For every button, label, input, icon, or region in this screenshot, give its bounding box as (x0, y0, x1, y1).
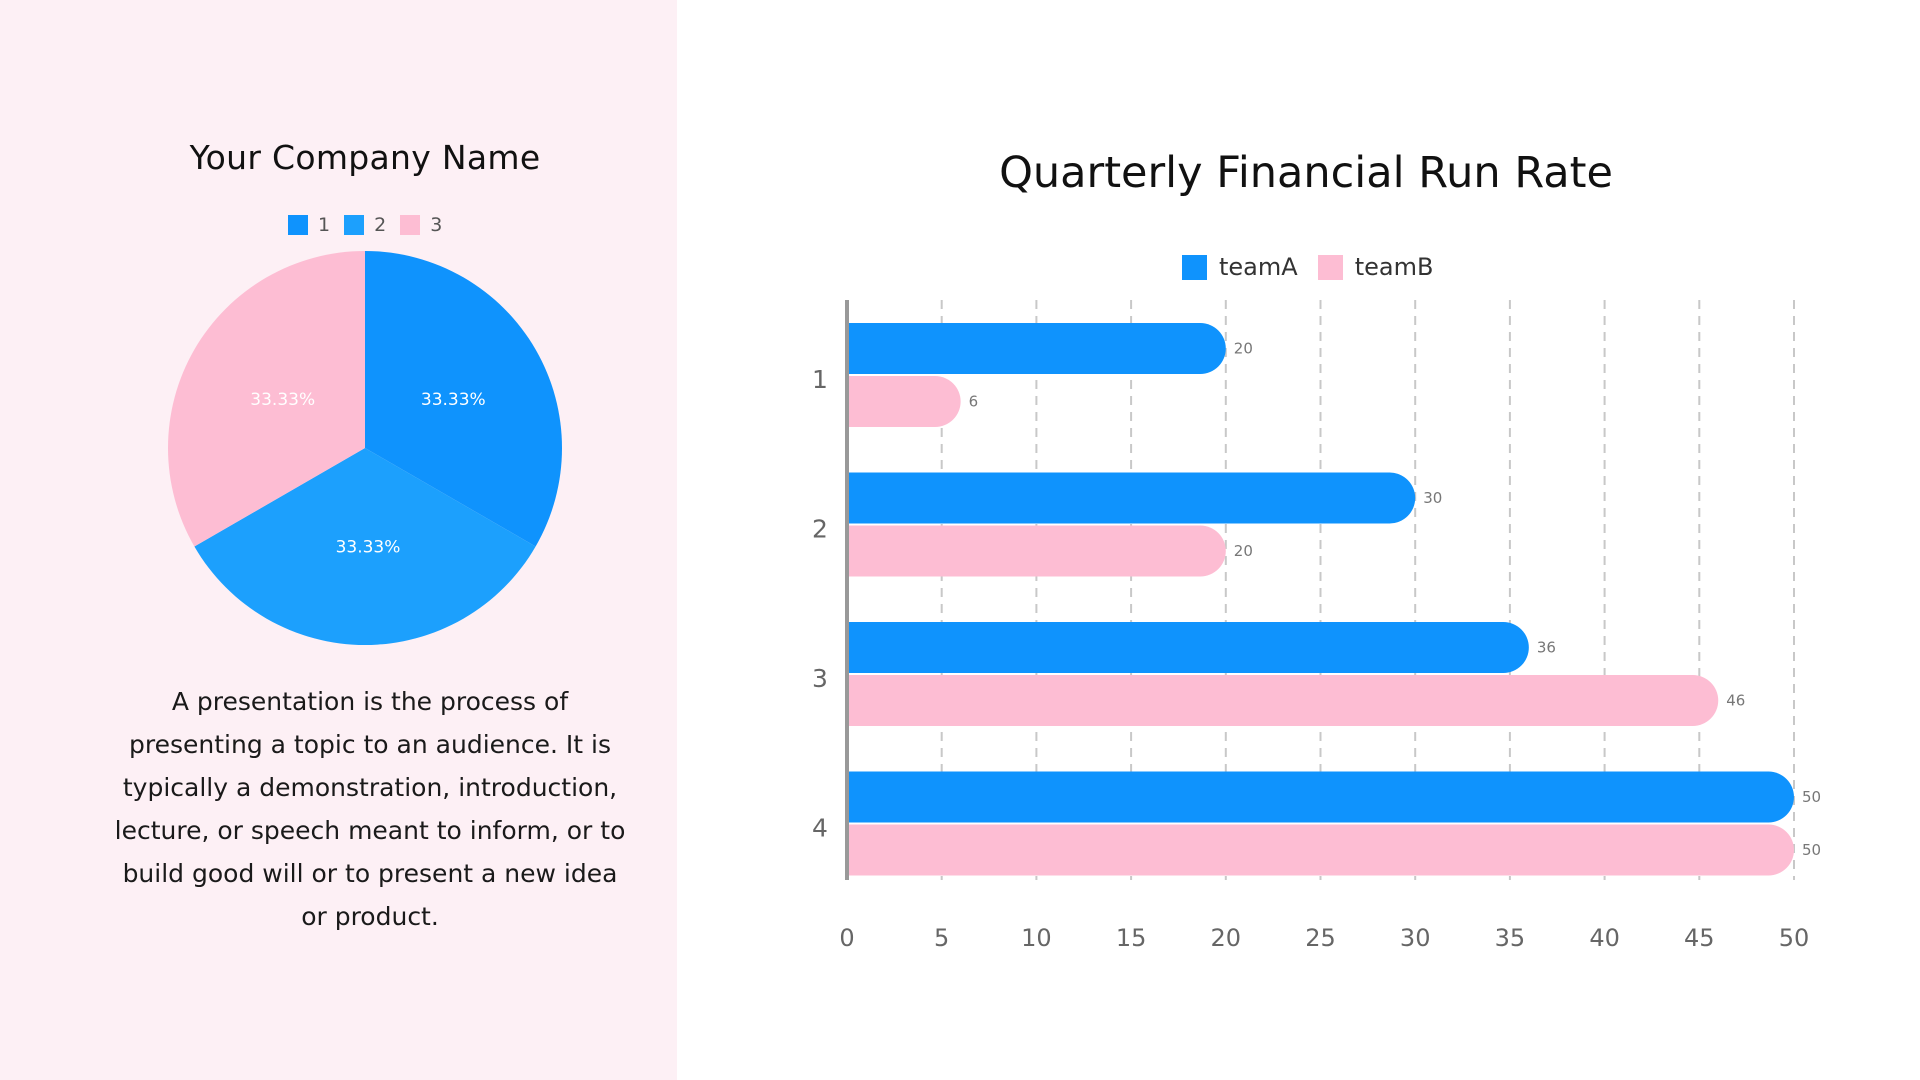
y-category-label: 3 (812, 664, 828, 693)
x-tick-label: 10 (1021, 924, 1052, 952)
bar-teamB-4[interactable] (847, 824, 1794, 876)
bar-teamB-2[interactable] (847, 525, 1226, 577)
bar-value-label: 50 (1802, 841, 1821, 859)
bar-teamB-1[interactable] (847, 376, 961, 427)
label-clip-mask (1826, 780, 1920, 880)
bar-teamA-2[interactable] (847, 472, 1416, 524)
bar-legend: teamA teamB (1182, 253, 1453, 281)
legend-swatch (1182, 254, 1207, 280)
company-title: Your Company Name (189, 138, 541, 177)
x-tick-label: 5 (934, 924, 949, 952)
y-category-label: 4 (812, 814, 828, 843)
bar-value-label: 20 (1234, 340, 1253, 358)
x-tick-label: 15 (1116, 924, 1147, 952)
legend-label: teamA (1219, 253, 1298, 281)
pie-legend-item[interactable]: 1 (288, 214, 330, 236)
legend-label: 3 (430, 214, 443, 236)
bar-teamA-4[interactable] (847, 771, 1794, 823)
legend-swatch (400, 215, 421, 235)
x-tick-label: 20 (1211, 924, 1242, 952)
bar-value-label: 50 (1802, 788, 1821, 806)
x-tick-label: 35 (1495, 924, 1526, 952)
bar-legend-item-teamB[interactable]: teamB (1317, 253, 1434, 281)
legend-label: 1 (318, 214, 331, 236)
y-category-label: 2 (812, 515, 828, 544)
x-tick-label: 0 (839, 924, 854, 952)
bar-legend-item-teamA[interactable]: teamA (1182, 253, 1298, 281)
pie-chart: 33.33% 33.33% 33.33% (168, 251, 562, 645)
x-tick-label: 40 (1589, 924, 1620, 952)
pie-slice-label: 33.33% (336, 538, 401, 558)
bar-value-label: 20 (1234, 542, 1253, 560)
y-category-label: 1 (812, 365, 828, 394)
bar-value-label: 36 (1537, 639, 1556, 657)
bar-value-label: 46 (1726, 692, 1745, 710)
bar-value-label: 30 (1423, 489, 1442, 507)
x-tick-label: 50 (1779, 924, 1810, 952)
pie-legend: 1 2 3 (288, 214, 456, 236)
description-text: A presentation is the process of present… (114, 687, 626, 931)
bar-teamA-1[interactable] (847, 323, 1226, 374)
bar-chart-title: Quarterly Financial Run Rate (999, 148, 1613, 198)
pie-slice-1[interactable] (365, 251, 562, 547)
pie-slice-label: 33.33% (421, 390, 486, 410)
legend-label: teamB (1354, 253, 1434, 281)
pie-legend-item[interactable]: 3 (400, 214, 442, 236)
x-tick-label: 45 (1684, 924, 1715, 952)
pie-slice-label: 33.33% (250, 390, 315, 410)
x-tick-label: 25 (1305, 924, 1336, 952)
bar-value-label: 6 (969, 393, 979, 411)
legend-swatch (288, 215, 308, 235)
pie-slice-2[interactable] (194, 448, 536, 645)
pie-slice-3[interactable] (168, 251, 365, 547)
bar-teamB-3[interactable] (847, 675, 1719, 726)
bar-teamA-3[interactable] (847, 622, 1529, 673)
x-tick-label: 30 (1400, 924, 1431, 952)
legend-label: 2 (374, 214, 387, 236)
legend-swatch (344, 215, 365, 235)
pie-legend-item[interactable]: 2 (344, 214, 386, 236)
legend-swatch (1317, 254, 1343, 280)
